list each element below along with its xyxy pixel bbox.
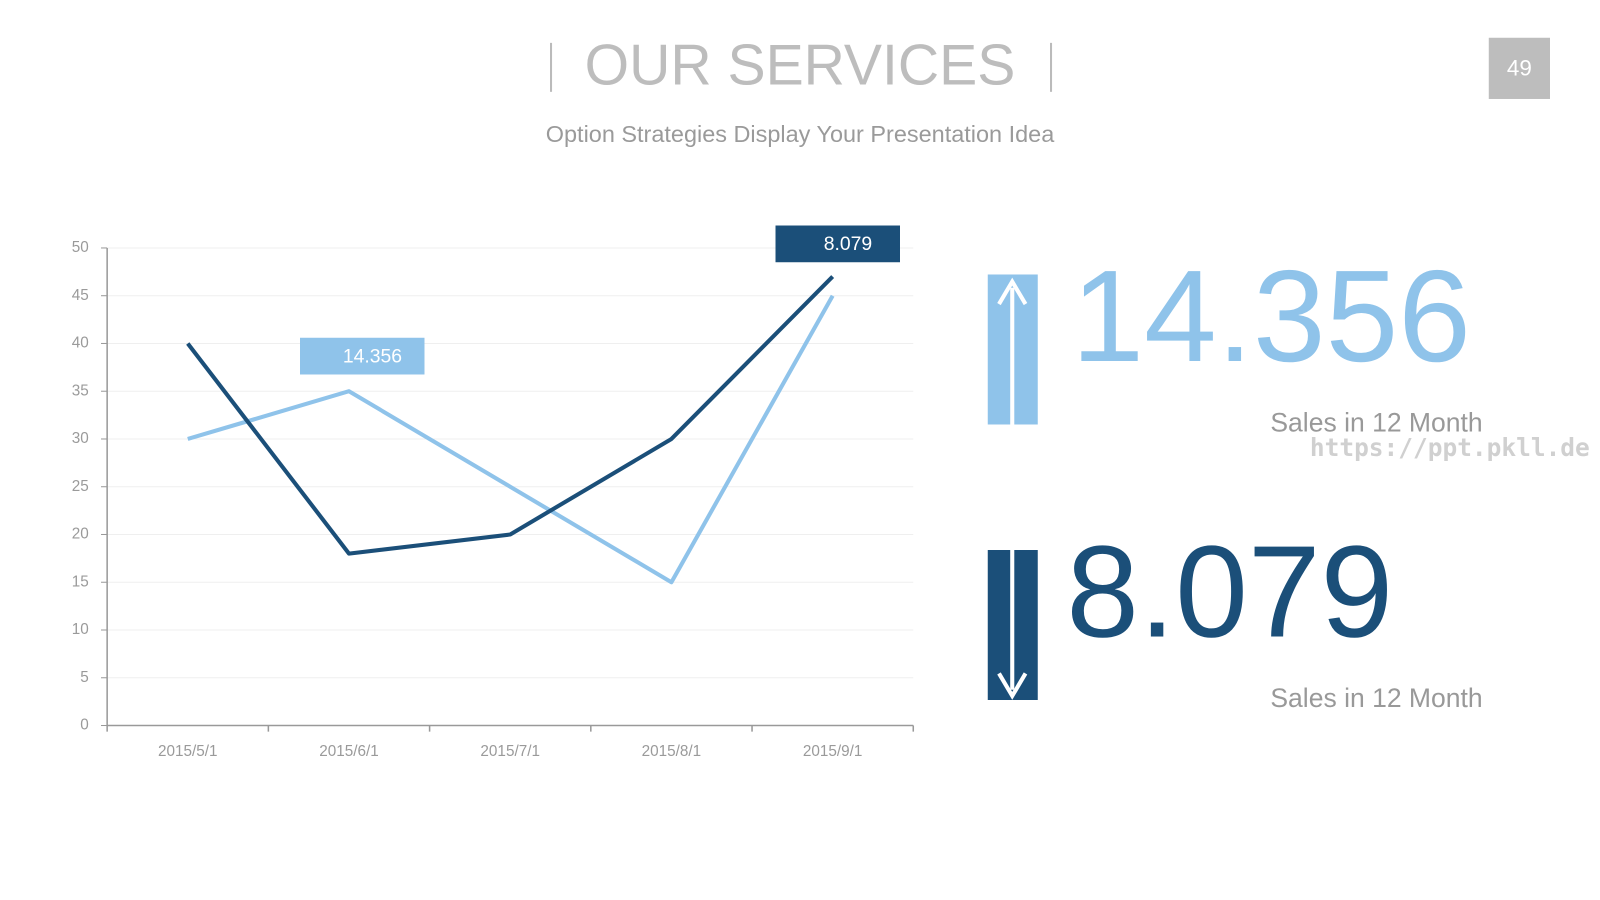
y-tick-label: 25 [72, 478, 89, 495]
stat-label: Sales in 12 Month [1270, 683, 1482, 713]
x-tick-label: 2015/7/1 [480, 743, 540, 760]
x-tick-label: 2015/9/1 [803, 743, 863, 760]
watermark: https://ppt.pkll.de [1310, 433, 1590, 462]
annotation-box [300, 337, 425, 375]
series-line [186, 275, 835, 556]
y-tick-label: 45 [72, 287, 89, 304]
y-tick-label: 15 [72, 573, 89, 590]
stat-value: 8.079 [1066, 519, 1393, 665]
y-tick-label: 10 [72, 621, 89, 638]
y-tick-label: 5 [80, 669, 89, 686]
y-tick-label: 40 [72, 335, 89, 352]
series-line [187, 294, 835, 585]
y-tick-label: 50 [72, 239, 89, 256]
subtitle: Option Strategies Display Your Presentat… [546, 121, 1055, 147]
annotation-label: 8.079 [824, 233, 873, 255]
arrow-head [997, 277, 1028, 306]
arrow-head [997, 672, 1028, 700]
chart: 0 5 10 15 20 25 30 35 40 45 50 2015/5/1 2015/6/1 2015… [72, 225, 915, 760]
y-tick-label: 35 [72, 382, 89, 399]
x-tick-label: 2015/5/1 [158, 743, 218, 760]
page-number-box [1488, 37, 1550, 99]
annotation-label: 14.356 [343, 345, 402, 367]
y-tick-label: 30 [72, 430, 89, 447]
x-tick-label: 2015/8/1 [642, 743, 702, 760]
stat-value: 14.356 [1071, 243, 1470, 389]
y-tick-label: 0 [80, 717, 89, 734]
x-tick-label: 2015/6/1 [319, 743, 379, 760]
stat-label: Sales in 12 Month [1270, 408, 1482, 438]
title: OUR SERVICES [585, 33, 1016, 97]
y-tick-label: 20 [72, 526, 89, 543]
annotation-box [775, 225, 900, 263]
page-number: 49 [1507, 55, 1532, 80]
